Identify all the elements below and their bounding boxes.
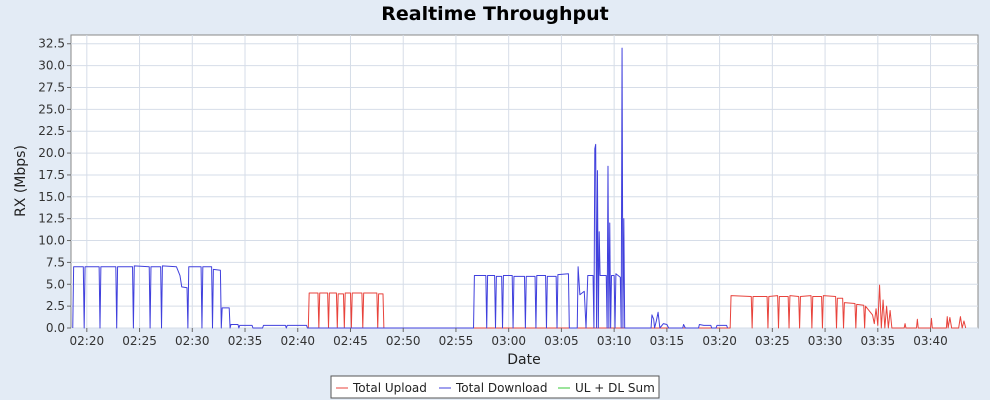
x-tick-label: 02:55 xyxy=(439,334,474,348)
x-axis: 02:20 02:25 02:30 02:35 02:40 02:45 02:50 02:55… xyxy=(70,328,948,348)
y-axis-title: RX (Mbps) xyxy=(13,145,29,217)
x-tick-label: 02:45 xyxy=(333,334,368,348)
legend-label-total-upload: Total Upload xyxy=(352,381,427,395)
x-tick-label: 02:35 xyxy=(228,334,263,348)
y-tick-label: 12.5 xyxy=(38,212,65,226)
y-tick-label: 5.0 xyxy=(46,277,65,291)
x-tick-label: 03:30 xyxy=(808,334,843,348)
y-tick-label: 25.0 xyxy=(38,102,65,116)
y-tick-label: 22.5 xyxy=(38,124,65,138)
x-tick-label: 03:15 xyxy=(650,334,685,348)
legend-label-total-download: Total Download xyxy=(455,381,548,395)
x-tick-label: 03:35 xyxy=(861,334,896,348)
x-tick-label: 02:25 xyxy=(122,334,157,348)
grid-lines xyxy=(71,35,978,329)
y-tick-label: 32.5 xyxy=(38,37,65,51)
y-tick-label: 15.0 xyxy=(38,190,65,204)
y-tick-label: 10.0 xyxy=(38,234,65,248)
x-tick-label: 03:05 xyxy=(544,334,579,348)
x-tick-label: 02:40 xyxy=(280,334,315,348)
x-tick-label: 02:50 xyxy=(386,334,421,348)
x-tick-label: 02:20 xyxy=(70,334,105,348)
legend: Total Upload Total Download UL + DL Sum xyxy=(330,375,660,399)
series-line-total-download xyxy=(72,47,728,329)
x-tick-label: 03:00 xyxy=(491,334,526,348)
y-tick-label: 2.5 xyxy=(46,299,65,313)
y-tick-label: 20.0 xyxy=(38,146,65,160)
y-axis: 0.0 2.5 5.0 7.5 10.0 12.5 15.0 17.5 20.0 22.5 25.0… xyxy=(38,37,71,335)
y-tick-label: 7.5 xyxy=(46,255,65,269)
y-tick-label: 30.0 xyxy=(38,59,65,73)
x-tick-label: 03:20 xyxy=(702,334,737,348)
legend-box xyxy=(330,375,660,399)
series-lines xyxy=(72,47,967,329)
legend-label-ul-dl-sum: UL + DL Sum xyxy=(575,381,655,395)
y-tick-label: 27.5 xyxy=(38,80,65,94)
x-tick-label: 03:10 xyxy=(597,334,632,348)
x-tick-label: 02:30 xyxy=(175,334,210,348)
x-axis-title: Date xyxy=(507,352,540,368)
x-tick-label: 03:25 xyxy=(755,334,790,348)
y-tick-label: 17.5 xyxy=(38,168,65,182)
y-tick-label: 0.0 xyxy=(46,321,65,335)
chart-title: Realtime Throughput xyxy=(381,3,609,25)
x-tick-label: 03:40 xyxy=(913,334,948,348)
